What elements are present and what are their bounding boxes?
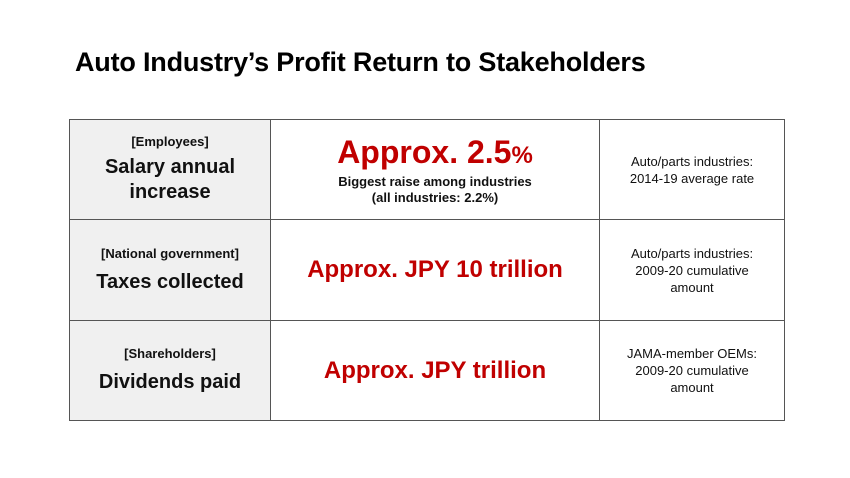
value-cell: Approx. JPY 10 trillion <box>270 219 600 321</box>
salary-increase-value: Approx. 2.5% <box>271 134 599 174</box>
value-unit: % <box>511 141 533 169</box>
source-line2: 2009-20 cumulative <box>635 262 749 278</box>
stakeholder-tag: [Shareholders] <box>124 346 216 361</box>
stakeholder-cell: [Employees] Salary annual increase <box>69 119 271 220</box>
source-line3: amount <box>670 380 714 395</box>
source-line3: amount <box>670 279 714 295</box>
table-row-shareholders: [Shareholders] Dividends paid Approx. JP… <box>69 320 785 421</box>
stakeholder-label: Taxes collected <box>96 270 244 293</box>
taxes-value: Approx. JPY 10 trillion <box>307 256 563 283</box>
source-cell: JAMA-member OEMs: 2009-20 cumulative amo… <box>599 320 785 421</box>
value-note-line1: Biggest raise among industries <box>338 173 532 189</box>
stakeholder-cell: [National government] Taxes collected <box>69 219 271 321</box>
stakeholder-cell: [Shareholders] Dividends paid <box>69 320 271 421</box>
stakeholder-label: Dividends paid <box>98 371 242 393</box>
stakeholder-tag: [National government] <box>101 245 239 261</box>
value-main: Approx. 2.5 <box>337 133 512 170</box>
stakeholder-table: [Employees] Salary annual increase Appro… <box>69 119 785 421</box>
stakeholder-label-line2: increase <box>129 181 211 203</box>
dividends-value: Approx. JPY trillion <box>323 356 547 384</box>
stakeholder-label-line1: Salary annual <box>104 156 236 178</box>
table-row-employees: [Employees] Salary annual increase Appro… <box>69 119 785 220</box>
source-line1: Auto/parts industries: <box>630 153 754 169</box>
stakeholder-tag: [Employees] <box>131 134 209 149</box>
source-line1: JAMA-member OEMs: <box>626 346 757 361</box>
source-cell: Auto/parts industries: 2009-20 cumulativ… <box>599 219 785 321</box>
value-cell: Approx. JPY trillion <box>270 320 600 421</box>
source-line2: 2009-20 cumulative <box>635 363 749 378</box>
source-line1: Auto/parts industries: <box>630 245 754 261</box>
value-cell: Approx. 2.5% Biggest raise among industr… <box>270 119 600 220</box>
value-note-line2: (all industries: 2.2%) <box>371 189 499 205</box>
slide-title: Auto Industry’s Profit Return to Stakeho… <box>75 47 646 77</box>
source-line2: 2014-19 average rate <box>629 170 755 186</box>
source-cell: Auto/parts industries: 2014-19 average r… <box>599 119 785 220</box>
table-row-government: [National government] Taxes collected Ap… <box>69 219 785 321</box>
